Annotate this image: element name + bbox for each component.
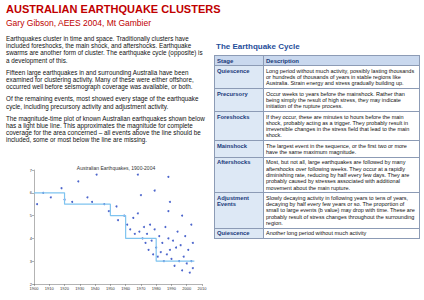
svg-text:1920: 1920 bbox=[60, 286, 70, 291]
html-text:Description: Description bbox=[266, 57, 299, 64]
html-text:The largest event in the seque: The largest event in the sequence, or th… bbox=[266, 142, 407, 156]
svg-text:Australian Earthquakes, 1900-2: Australian Earthquakes, 1900-2004 bbox=[77, 165, 156, 171]
html-text:Fifteen large earthquakes in a: Fifteen large earthquakes in and surroun… bbox=[6, 68, 194, 91]
svg-text:1970: 1970 bbox=[136, 286, 146, 291]
html-text:If they occur, these are minut: If they occur, these are minutes to hour… bbox=[266, 113, 410, 139]
html-text:Quiescence: Quiescence bbox=[217, 67, 250, 74]
html-text:Mainshock: Mainshock bbox=[217, 142, 247, 149]
html-text:Precursory: Precursory bbox=[217, 90, 248, 97]
svg-text:2: 2 bbox=[29, 281, 32, 287]
svg-text:2000: 2000 bbox=[182, 286, 192, 291]
html-text:Another long period without mu: Another long period without much activit… bbox=[266, 230, 367, 237]
svg-text:4: 4 bbox=[30, 236, 33, 241]
svg-text:1950: 1950 bbox=[106, 286, 116, 291]
svg-text:2010: 2010 bbox=[198, 286, 208, 291]
svg-text:1960: 1960 bbox=[121, 286, 131, 291]
html-text:Adjustment Events: Adjustment Events bbox=[217, 194, 249, 208]
html-text:Foreshocks: Foreshocks bbox=[217, 113, 250, 120]
svg-text:1910: 1910 bbox=[45, 286, 55, 291]
html-text:AUSTRALIAN EARTHQUAKE CLUSTERS: AUSTRALIAN EARTHQUAKE CLUSTERS bbox=[6, 3, 221, 15]
html-text:Most, but not all, large earth: Most, but not all, large earthquakes are… bbox=[266, 159, 410, 191]
html-text:Of the remaining events, most: Of the remaining events, most showed eve… bbox=[6, 95, 199, 110]
svg-text:1900: 1900 bbox=[30, 286, 40, 291]
html-text:Quiescence: Quiescence bbox=[217, 230, 250, 237]
svg-text:7: 7 bbox=[30, 168, 33, 173]
svg-text:1990: 1990 bbox=[167, 286, 177, 291]
html-text:Stage: Stage bbox=[217, 57, 234, 64]
html-text:Aftershocks: Aftershocks bbox=[217, 159, 251, 166]
html-text:Earthquakes cluster in time an: Earthquakes cluster in time and space. T… bbox=[6, 35, 203, 64]
svg-text:6: 6 bbox=[30, 190, 33, 195]
html-text:Gary Gibson, AEES 2004, Mt Gam: Gary Gibson, AEES 2004, Mt Gambier bbox=[6, 18, 151, 28]
svg-text:3: 3 bbox=[30, 259, 33, 264]
html-text:The magnitude-time plot of kno: The magnitude-time plot of known Austral… bbox=[6, 114, 205, 144]
svg-text:1980: 1980 bbox=[152, 286, 162, 291]
html-text:Slowly decaying activity in fo: Slowly decaying activity in following ye… bbox=[266, 194, 415, 226]
svg-text:5: 5 bbox=[30, 213, 33, 218]
html-text:The Earthquake Cycle: The Earthquake Cycle bbox=[216, 42, 300, 51]
svg-text:1930: 1930 bbox=[75, 286, 85, 291]
html-text:Long period without much activ: Long period without much activity, possi… bbox=[266, 67, 415, 87]
svg-text:1940: 1940 bbox=[91, 286, 101, 291]
html-text:Occur weeks to years before th: Occur weeks to years before the mainshoc… bbox=[266, 90, 405, 110]
